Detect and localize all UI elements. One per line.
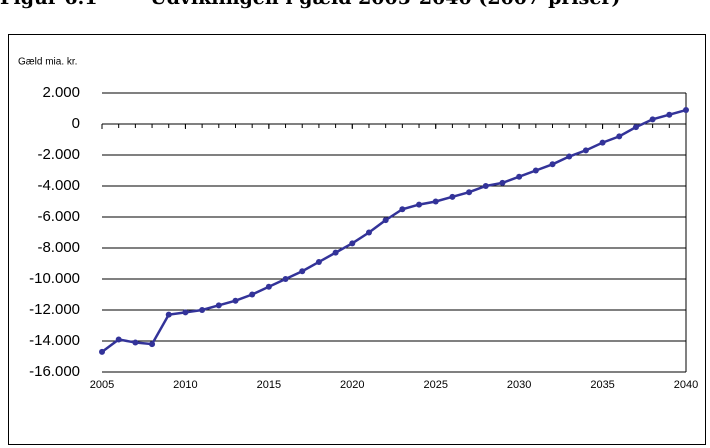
data-point bbox=[165, 311, 172, 318]
data-point bbox=[199, 307, 206, 313]
y-tick-label: -14.000 bbox=[29, 332, 80, 349]
y-tick-label: -6.000 bbox=[37, 208, 80, 225]
y-tick-label: -12.000 bbox=[29, 301, 80, 318]
data-point bbox=[365, 229, 372, 236]
figure-label: Figur 6.1 bbox=[0, 0, 98, 9]
data-point bbox=[516, 173, 523, 180]
data-point bbox=[115, 336, 122, 343]
data-point bbox=[299, 268, 306, 275]
x-tick-label: 2005 bbox=[90, 379, 114, 391]
data-point bbox=[315, 258, 322, 265]
y-tick-label: 0 bbox=[72, 115, 80, 132]
data-point bbox=[265, 283, 272, 290]
data-point bbox=[182, 309, 189, 316]
data-point bbox=[215, 302, 222, 309]
data-point bbox=[616, 133, 623, 140]
data-point bbox=[499, 179, 506, 186]
data-point bbox=[282, 276, 289, 282]
y-axis-label: Gæld mia. kr. bbox=[18, 57, 77, 68]
data-point bbox=[649, 116, 656, 123]
x-tick-label: 2010 bbox=[173, 379, 197, 391]
data-point bbox=[666, 111, 673, 118]
y-tick-label: -2.000 bbox=[37, 146, 80, 163]
x-tick-label: 2025 bbox=[423, 379, 447, 391]
y-tick-label: -4.000 bbox=[37, 177, 80, 194]
data-point bbox=[416, 201, 423, 208]
data-point bbox=[99, 348, 105, 355]
x-tick-label: 2040 bbox=[674, 379, 698, 391]
data-point bbox=[382, 217, 389, 224]
data-point bbox=[582, 147, 589, 154]
data-point bbox=[683, 107, 689, 114]
data-point bbox=[349, 240, 356, 247]
y-tick-label: 2.000 bbox=[42, 84, 80, 101]
chart-title: Udviklingen i gæld 2005-2040 (2007-prise… bbox=[150, 0, 620, 9]
data-point bbox=[599, 139, 606, 146]
y-tick-label: -16.000 bbox=[29, 363, 80, 380]
series-line bbox=[101, 108, 687, 353]
data-point bbox=[232, 297, 239, 304]
data-point bbox=[466, 189, 473, 196]
x-tick-label: 2030 bbox=[507, 379, 531, 391]
data-point bbox=[249, 291, 256, 298]
y-tick-label: -8.000 bbox=[37, 239, 80, 256]
data-point bbox=[332, 249, 339, 256]
x-tick-label: 2020 bbox=[340, 379, 364, 391]
data-point bbox=[132, 339, 139, 346]
data-point bbox=[566, 153, 573, 160]
data-point bbox=[399, 206, 406, 213]
chart-frame bbox=[8, 34, 706, 445]
data-point bbox=[432, 198, 439, 205]
data-point bbox=[449, 193, 456, 200]
data-point bbox=[632, 124, 639, 131]
x-tick-label: 2035 bbox=[590, 379, 614, 391]
y-tick-label: -10.000 bbox=[29, 270, 80, 287]
x-tick-label: 2015 bbox=[257, 379, 281, 391]
data-point bbox=[532, 167, 539, 174]
data-point bbox=[549, 161, 556, 168]
data-point bbox=[149, 341, 156, 348]
data-point bbox=[482, 183, 489, 189]
